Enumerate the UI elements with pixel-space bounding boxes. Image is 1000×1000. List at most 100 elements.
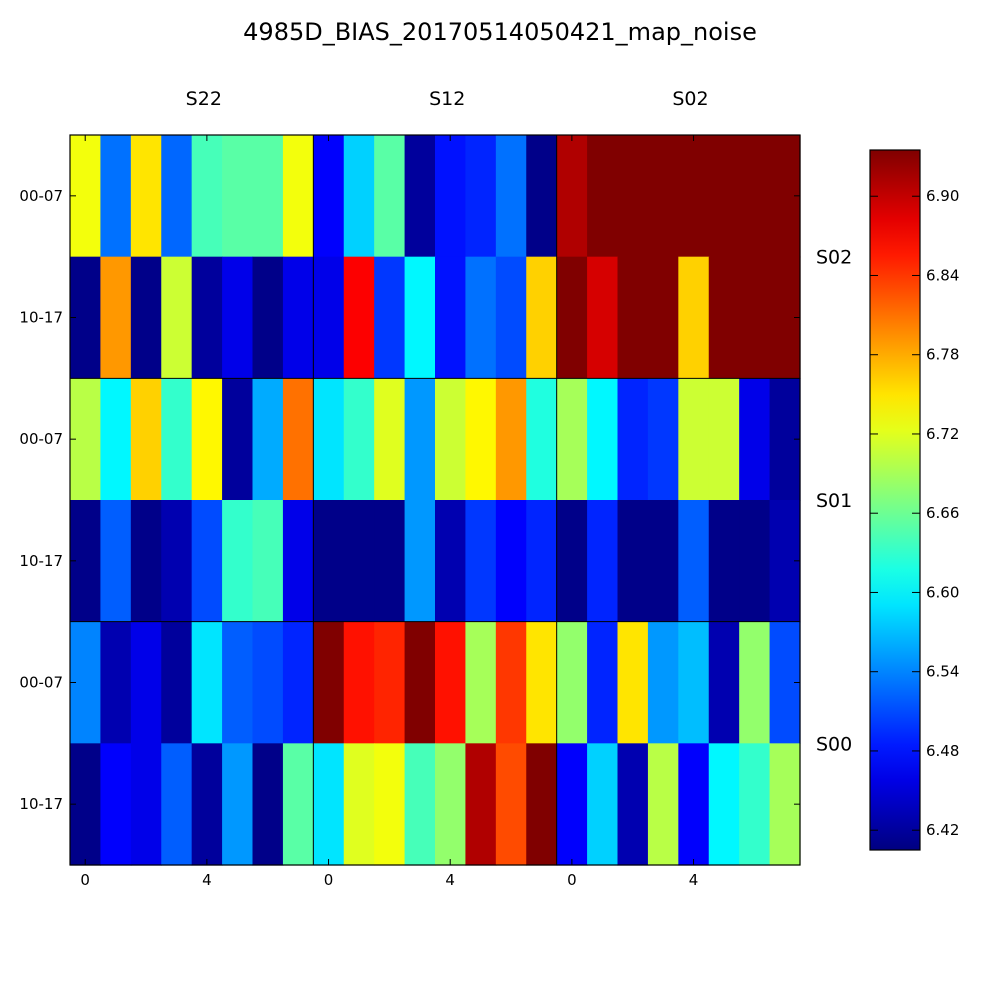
heatmap-cell: [374, 743, 406, 866]
x-tick-label: 0: [567, 871, 577, 889]
heatmap-cell: [100, 621, 132, 744]
heatmap-cell: [647, 621, 679, 744]
heatmap-cell: [647, 743, 679, 866]
heatmap-cell: [404, 500, 436, 623]
heatmap-cell: [313, 500, 345, 623]
heatmap-cell: [313, 378, 345, 501]
column-group-label: S12: [429, 88, 465, 110]
heatmap-cell: [313, 256, 345, 379]
heatmap-cell: [282, 621, 314, 744]
heatmap-cell: [526, 500, 558, 623]
heatmap-cell: [161, 256, 193, 379]
heatmap-cell: [161, 135, 193, 258]
heatmap-cell: [556, 378, 588, 501]
heatmap-cell: [495, 135, 527, 258]
row-label: 10-17: [19, 552, 63, 570]
heatmap-cell: [739, 743, 771, 866]
heatmap-cell: [739, 135, 771, 258]
heatmap-cell: [343, 500, 375, 623]
heatmap-cell: [647, 256, 679, 379]
row-label: 10-17: [19, 309, 63, 327]
heatmap-cell: [252, 621, 284, 744]
heatmap-cell: [374, 500, 406, 623]
heatmap-cell: [435, 621, 467, 744]
row-label: 00-07: [19, 187, 63, 205]
heatmap-cell: [130, 621, 162, 744]
heatmap-cell: [495, 500, 527, 623]
chart-title: 4985D_BIAS_20170514050421_map_noise: [243, 18, 757, 46]
heatmap-cell: [526, 621, 558, 744]
colorbar-tick-label: 6.48: [926, 742, 959, 760]
heatmap-cell: [222, 378, 254, 501]
colorbar-tick-label: 6.60: [926, 584, 959, 602]
plot-frame: [69, 134, 801, 866]
heatmap-cell: [343, 621, 375, 744]
heatmap-cell: [222, 621, 254, 744]
heatmap-cell: [617, 256, 649, 379]
heatmap-cell: [100, 743, 132, 866]
heatmap-cell: [617, 743, 649, 866]
heatmap-cell: [678, 256, 710, 379]
x-tick-label: 0: [324, 871, 334, 889]
heatmap-cell: [222, 743, 254, 866]
heatmap-cell: [435, 743, 467, 866]
heatmap-cell: [587, 743, 619, 866]
heatmap-cell: [465, 621, 497, 744]
heatmap-cell: [252, 500, 284, 623]
heatmap-cell: [343, 256, 375, 379]
column-group-labels: S22 S12 S02: [186, 88, 709, 110]
heatmap-cell: [404, 621, 436, 744]
heatmap-cell: [374, 135, 406, 258]
heatmap-cell: [282, 743, 314, 866]
heatmap-cell: [495, 378, 527, 501]
heatmap-cell: [465, 135, 497, 258]
heatmap-cell: [130, 378, 162, 501]
heatmap-cell: [526, 135, 558, 258]
heatmap-cell: [465, 378, 497, 501]
x-axis-ticks: 0 4 0 4 0 4: [80, 135, 698, 889]
heatmap-cell: [678, 743, 710, 866]
row-group-labels: S02 S01 S00: [816, 247, 852, 756]
colorbar-gradient: [869, 149, 921, 851]
column-group-label: S02: [672, 88, 708, 110]
heatmap-cell: [191, 378, 223, 501]
heatmap-cell: [130, 135, 162, 258]
heatmap-cell: [100, 500, 132, 623]
heatmap-cell: [252, 135, 284, 258]
heatmap-cell: [130, 256, 162, 379]
row-label: 10-17: [19, 795, 63, 813]
heatmap-cell: [526, 743, 558, 866]
row-label: 00-07: [19, 674, 63, 692]
heatmap-cell: [556, 500, 588, 623]
heatmap-cell: [617, 500, 649, 623]
heatmap-cell: [282, 256, 314, 379]
heatmap-cell: [313, 621, 345, 744]
heatmap-cell: [678, 621, 710, 744]
heatmap-cell: [465, 256, 497, 379]
heatmap-cell: [587, 256, 619, 379]
heatmap-cell: [465, 743, 497, 866]
heatmap-cell: [708, 135, 740, 258]
x-tick-label: 4: [689, 871, 699, 889]
heatmap-cell: [526, 256, 558, 379]
heatmap-cell: [222, 256, 254, 379]
heatmap-cell: [404, 743, 436, 866]
heatmap-cell: [647, 135, 679, 258]
heatmap-cell: [374, 256, 406, 379]
heatmap-cell: [556, 135, 588, 258]
heatmap-cell: [191, 621, 223, 744]
heatmap-cell: [130, 500, 162, 623]
heatmap-cell: [130, 743, 162, 866]
heatmap-cell: [191, 135, 223, 258]
heatmap-cell: [708, 500, 740, 623]
row-group-label: S01: [816, 490, 852, 512]
heatmap-cells: [70, 135, 801, 866]
heatmap-cell: [708, 621, 740, 744]
heatmap-cell: [647, 378, 679, 501]
colorbar-tick-label: 6.90: [926, 187, 959, 205]
colorbar-tick-label: 6.84: [926, 267, 959, 285]
x-tick-label: 0: [80, 871, 90, 889]
heatmap-cell: [435, 378, 467, 501]
heatmap-cell: [708, 743, 740, 866]
